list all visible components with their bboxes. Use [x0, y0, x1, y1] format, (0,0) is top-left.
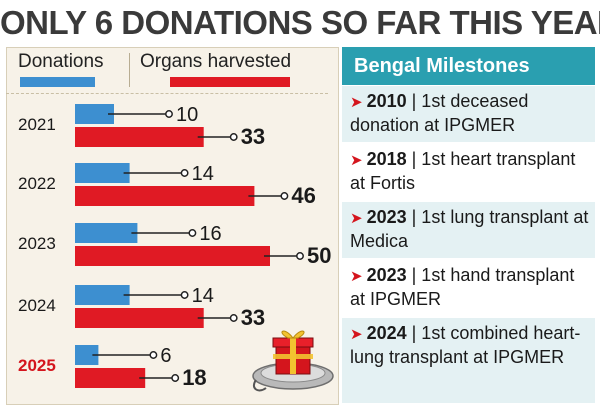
year-label-2021: 2021	[18, 115, 56, 134]
leader-dot-organs-2025	[171, 374, 180, 382]
leader-dot-organs-2023	[296, 252, 304, 260]
milestone-text: | 1st heart transplant at Fortis	[350, 149, 576, 193]
leader-dot-organs-2024	[229, 314, 238, 322]
milestone-item: ➤ 2023 | 1st hand transplant at IPGMER	[342, 260, 595, 316]
bar-organs-2023	[75, 246, 270, 266]
gift-box-on-tray-icon	[252, 330, 334, 392]
legend-divider	[129, 53, 130, 87]
milestone-text: | 1st lung transplant at Medica	[350, 207, 589, 251]
value-label-organs-2021: 33	[241, 124, 265, 149]
leader-dot-donations-2021	[165, 110, 173, 118]
bar-donations-2023	[75, 223, 138, 243]
year-label-2025: 2025	[18, 356, 56, 375]
value-label-donations-2025: 6	[160, 345, 171, 367]
bar-donations-2022	[75, 163, 130, 183]
arrow-icon: ➤	[350, 268, 363, 285]
bar-organs-2021	[75, 127, 204, 147]
bar-organs-2024	[75, 308, 204, 328]
leader-dot-donations-2023	[188, 229, 197, 237]
arrow-icon: ➤	[350, 326, 363, 343]
leader-dot-organs-2022	[280, 192, 289, 200]
value-label-donations-2022: 14	[192, 163, 214, 185]
value-label-organs-2024: 33	[241, 305, 265, 330]
milestone-text: | 1st combined heart-lung transplant at …	[350, 323, 581, 367]
legend-swatch-donations	[20, 77, 95, 87]
milestone-item: ➤ 2010 | 1st deceased donation at IPGMER	[342, 86, 595, 142]
arrow-icon: ➤	[350, 94, 363, 111]
milestone-text: | 1st deceased donation at IPGMER	[350, 91, 529, 135]
milestones-title: Bengal Milestones	[342, 47, 595, 85]
milestone-text: | 1st hand transplant at IPGMER	[350, 265, 575, 309]
legend-label-organs: Organs harvested	[140, 51, 292, 72]
legend-swatch-organs	[170, 77, 290, 87]
bar-organs-2025	[75, 368, 146, 388]
milestone-year: 2023	[366, 207, 412, 227]
bar-chart: 2021 10 33 2022 14 46 2023 16 50 2024 14 33 2025 6 18	[18, 104, 331, 390]
milestone-item: ➤ 2023 | 1st lung transplant at Medica	[342, 202, 595, 258]
value-label-donations-2023: 16	[199, 223, 221, 245]
year-label-2024: 2024	[18, 296, 56, 315]
year-label-2022: 2022	[18, 174, 56, 193]
legend-label-donations: Donations	[18, 51, 104, 72]
milestone-item: ➤ 2024 | 1st combined heart-lung transpla…	[342, 318, 595, 403]
milestones-panel: Bengal Milestones ➤ 2010 | 1st deceased d…	[342, 47, 595, 403]
value-label-organs-2025: 18	[182, 365, 206, 390]
value-label-organs-2022: 46	[291, 183, 315, 208]
milestone-year: 2024	[366, 323, 412, 343]
bar-organs-2022	[75, 186, 255, 206]
leader-dot-donations-2024	[180, 291, 189, 299]
value-label-donations-2021: 10	[176, 104, 198, 126]
arrow-icon: ➤	[350, 210, 363, 227]
milestone-year: 2010	[366, 91, 412, 111]
leader-dot-donations-2022	[180, 169, 189, 177]
headline: ONLY 6 DONATIONS SO FAR THIS YEAR	[0, 4, 600, 41]
year-label-2023: 2023	[18, 234, 56, 253]
leader-dot-donations-2025	[149, 351, 158, 359]
milestone-item: ➤ 2018 | 1st heart transplant at Fortis	[342, 144, 595, 200]
bar-donations-2025	[75, 345, 99, 365]
value-label-organs-2023: 50	[307, 243, 331, 268]
bar-donations-2021	[75, 104, 114, 124]
milestone-year: 2018	[366, 149, 412, 169]
milestone-year: 2023	[366, 265, 412, 285]
legend: Donations Organs harvested	[6, 47, 328, 94]
arrow-icon: ➤	[350, 152, 363, 169]
bar-donations-2024	[75, 285, 130, 305]
leader-dot-organs-2021	[229, 133, 238, 141]
value-label-donations-2024: 14	[192, 285, 214, 307]
